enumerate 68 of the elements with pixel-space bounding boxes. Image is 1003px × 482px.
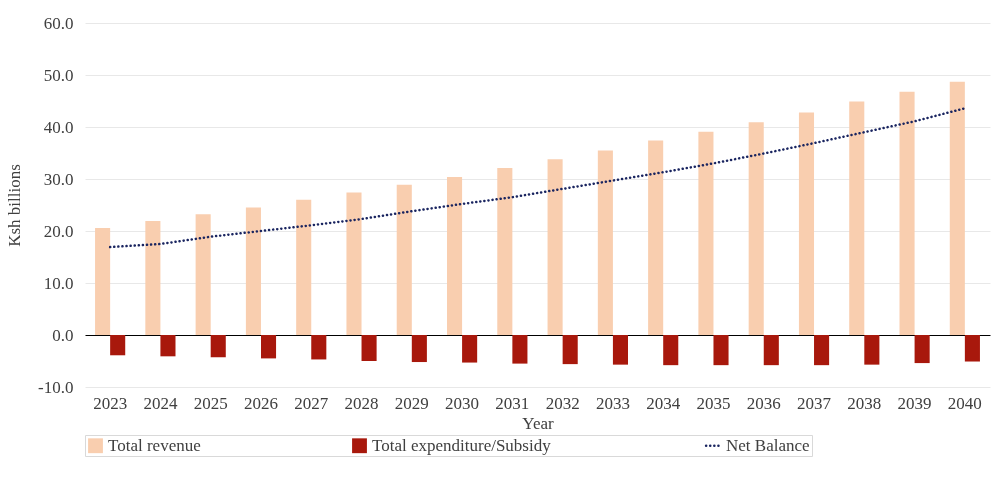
bar (296, 199, 312, 335)
y-axis-title: Ksh billions (5, 164, 25, 247)
bar (497, 168, 513, 335)
bar (964, 335, 980, 362)
bar (763, 335, 779, 366)
y-tick-label: 20.0 (43, 221, 74, 241)
y-tick-label: 50.0 (43, 65, 74, 85)
x-tick-label: 2026 (243, 393, 278, 413)
x-tick-label: 2033 (595, 393, 630, 413)
bar (462, 335, 478, 363)
x-tick-label: 2031 (495, 393, 530, 413)
bar (899, 91, 915, 335)
bar (361, 335, 377, 361)
y-tick-label: -10.0 (38, 377, 74, 397)
legend-label: Net Balance (726, 435, 810, 455)
bar (512, 335, 528, 364)
line-series (108, 107, 967, 249)
legend-label: Total revenue (108, 435, 201, 455)
x-tick-label: 2037 (797, 393, 832, 413)
x-tick-label: 2028 (344, 393, 379, 413)
x-tick-label: 2034 (646, 393, 681, 413)
y-tick-label: 30.0 (43, 169, 74, 189)
bar (663, 335, 679, 366)
bar (914, 335, 930, 364)
y-tick-label: 0.0 (52, 325, 74, 345)
bar (110, 335, 126, 356)
bar (814, 335, 830, 366)
bar (160, 335, 176, 357)
x-tick-label: 2023 (93, 393, 128, 413)
bar (346, 192, 362, 335)
x-tick-label: 2027 (294, 393, 329, 413)
bar (713, 335, 729, 366)
y-tick-label: 10.0 (43, 273, 74, 293)
x-tick-label: 2036 (746, 393, 781, 413)
bar (612, 335, 628, 365)
y-tick-label: 60.0 (43, 13, 74, 33)
bar (864, 335, 880, 365)
x-tick-label: 2039 (897, 393, 932, 413)
x-tick-label: 2025 (193, 393, 228, 413)
x-tick-label: 2024 (143, 393, 178, 413)
bar (260, 335, 277, 359)
bar (798, 112, 815, 335)
bar (547, 159, 563, 335)
x-tick-label: 2035 (696, 393, 731, 413)
bar (195, 214, 211, 335)
x-tick-label: 2029 (394, 393, 429, 413)
bar (245, 207, 261, 335)
bar (311, 335, 327, 360)
x-tick-label: 2040 (947, 393, 982, 413)
bar (145, 221, 161, 335)
x-axis-title: Year (522, 413, 554, 433)
x-tick-label: 2032 (545, 393, 580, 413)
x-tick-label: 2038 (847, 393, 882, 413)
bar (562, 335, 578, 365)
bar (698, 131, 714, 335)
bar (411, 335, 427, 363)
y-tick-label: 40.0 (43, 117, 74, 137)
x-tick-label: 2030 (445, 393, 480, 413)
bar (210, 335, 226, 358)
bar (447, 176, 463, 335)
legend-label: Total expenditure/Subsidy (372, 435, 552, 455)
bar (849, 101, 865, 335)
bar (748, 122, 764, 335)
bar (95, 227, 111, 335)
bar (396, 184, 412, 335)
bar (949, 81, 965, 335)
bar (597, 150, 613, 335)
bar (648, 140, 664, 335)
